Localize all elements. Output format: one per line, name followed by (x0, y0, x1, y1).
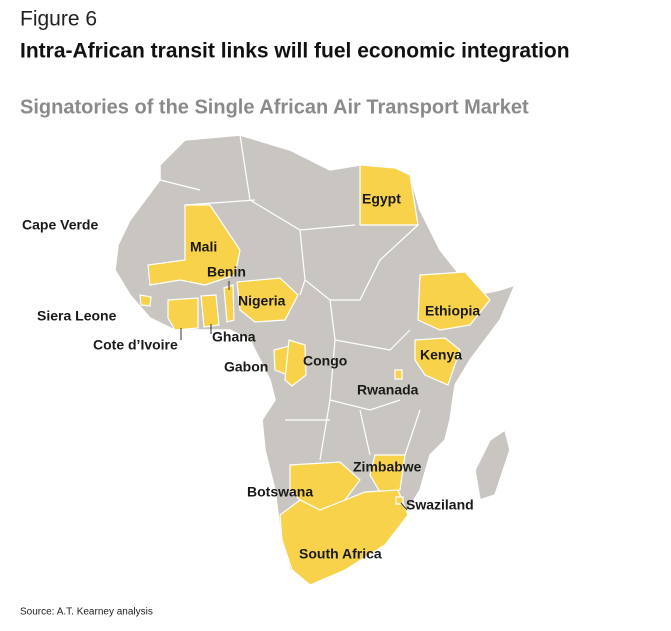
country-labels: Cape Verde Mali Benin Nigeria Siera Leon… (22, 191, 480, 562)
country-label: Mali (190, 239, 217, 255)
country-label: Cote d’Ivoire (93, 337, 178, 353)
sierra-leone (139, 294, 152, 307)
country-label: Cape Verde (22, 217, 98, 233)
south-africa (279, 489, 409, 586)
benin (223, 284, 235, 323)
country-label: Gabon (224, 359, 268, 375)
nigeria (236, 277, 299, 323)
country-label: Rwanada (357, 382, 419, 398)
map (114, 134, 517, 586)
madagascar (474, 428, 511, 501)
country-label: Ghana (212, 329, 256, 345)
country-label: Zimbabwe (353, 459, 422, 475)
figure-number: Figure 6 (20, 8, 97, 31)
country-label: Botswana (247, 484, 313, 500)
rwanda (394, 369, 403, 380)
country-label: Benin (207, 264, 246, 280)
country-label: Congo (303, 353, 347, 369)
source: Source: A.T. Kearney analysis (20, 607, 153, 618)
cote-divoire (167, 297, 199, 331)
country-label: Egypt (362, 191, 401, 207)
country-label: Ethiopia (425, 303, 480, 319)
country-label: South Africa (299, 546, 382, 562)
mali (147, 204, 241, 286)
country-label: Siera Leone (37, 308, 117, 324)
kenya (414, 337, 461, 386)
leader-line (400, 502, 408, 511)
swaziland (395, 496, 404, 505)
country-label: Kenya (420, 347, 462, 363)
ethiopia (417, 271, 491, 331)
title: Intra-African transit links will fuel ec… (20, 40, 570, 63)
congo (284, 339, 307, 387)
country-label: Swaziland (406, 497, 474, 513)
egypt (359, 164, 419, 226)
country-label: Nigeria (238, 293, 286, 309)
ghana (200, 294, 220, 328)
subtitle: Signatories of the Single African Air Tr… (20, 96, 529, 118)
borders (159, 134, 421, 461)
